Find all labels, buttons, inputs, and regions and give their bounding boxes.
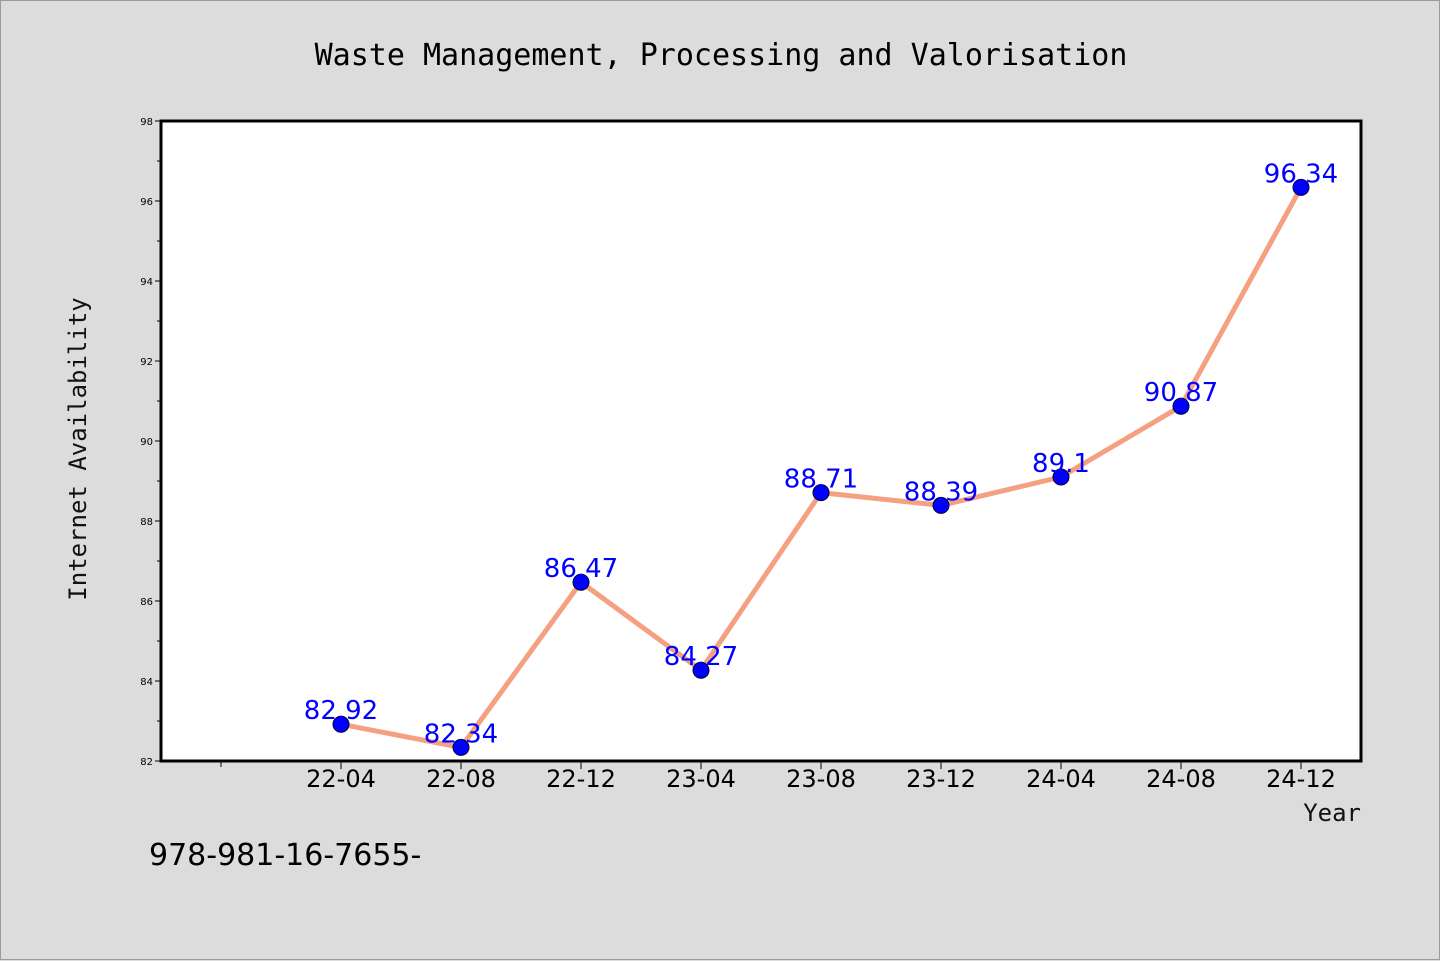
x-tick-label: 23-12 [906,765,976,793]
data-label: 96.34 [1264,159,1338,189]
x-tick-label: 22-04 [306,765,376,793]
x-tick-label: 22-08 [426,765,496,793]
data-point [1052,468,1070,486]
x-tick-label: 24-04 [1026,765,1096,793]
data-point [812,484,830,502]
footer-text: 978-981-16-7655- [149,838,421,873]
data-point [932,496,950,514]
y-tick-label: 92 [140,357,153,368]
data-label: 89.1 [1032,449,1090,479]
x-tick-label: 24-12 [1266,765,1336,793]
data-label: 86.47 [544,554,618,584]
data-point [332,715,350,733]
y-tick-label: 94 [140,277,153,288]
data-point [1172,397,1190,415]
data-label: 90.87 [1144,378,1218,408]
data-label: 82.34 [424,719,498,749]
data-point [692,661,710,679]
y-tick-label: 86 [140,597,153,608]
x-tick-label: 22-12 [546,765,616,793]
x-axis-label: Year [1303,799,1361,827]
data-point [572,573,590,591]
y-tick-label: 84 [140,677,153,688]
data-label: 88.71 [784,465,858,495]
x-axis: 22-04 22-08 22-12 23-04 23-08 23-12 24-04 24-08… [220,761,1336,793]
x-tick-label: 24-08 [1146,765,1216,793]
data-label: 82.92 [304,696,378,726]
chart-title: Waste Management, Processing and Valoris… [315,38,1128,73]
y-axis: 82 84 86 88 90 92 94 96 98 [140,117,161,768]
x-tick-label: 23-04 [666,765,736,793]
y-tick-label: 98 [140,117,153,128]
series-group: 82.92 82.34 86.47 84.27 88.71 88.39 89.1 90.87 9… [304,159,1338,756]
y-tick-label: 88 [140,517,153,528]
y-tick-label: 90 [140,437,153,448]
data-point [452,738,470,756]
y-axis-label: Internet Availability [64,297,92,600]
plot-area [159,119,1363,763]
data-point [1292,178,1310,196]
x-tick-label: 23-08 [786,765,856,793]
y-tick-label: 82 [140,757,153,768]
data-label: 84.27 [664,642,738,672]
y-tick-label: 96 [140,197,153,208]
data-label: 88.39 [904,477,978,507]
